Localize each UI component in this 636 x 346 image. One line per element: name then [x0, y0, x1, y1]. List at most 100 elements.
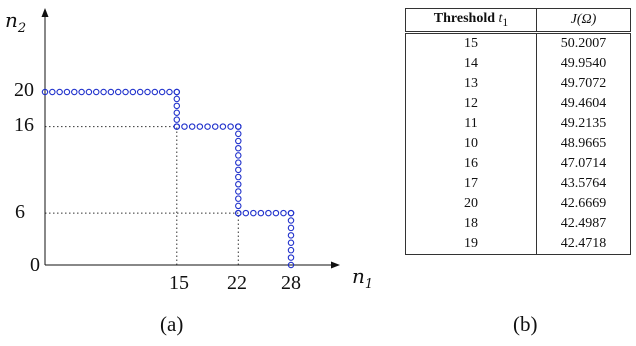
staircase-point: [49, 88, 56, 96]
j-value-cell: 50.2007: [560, 36, 607, 51]
staircase-point: [151, 88, 159, 96]
y-tick-20: 20: [14, 79, 34, 101]
threshold-cell: 14: [405, 54, 537, 74]
staircase-point: [173, 116, 181, 123]
j-value-cell: 42.6669: [560, 196, 607, 211]
staircase-point: [242, 209, 250, 217]
staircase-point: [71, 88, 78, 96]
threshold-cell: 15: [405, 32, 537, 54]
staircase-point: [250, 209, 257, 217]
staircase-point: [227, 123, 234, 130]
table-row: 10 48.9665: [405, 134, 631, 154]
staircase-point: [188, 123, 196, 130]
threshold-cell: 18: [405, 214, 537, 234]
staircase-point: [129, 88, 137, 96]
table-row: 14 49.9540: [405, 54, 631, 74]
staircase-point: [235, 159, 242, 166]
staircase-point: [235, 202, 242, 210]
table-row: 13 49.7072: [405, 74, 631, 94]
x-tick-28: 28: [281, 272, 301, 294]
staircase-point: [136, 88, 144, 96]
staircase-point: [235, 195, 242, 202]
j-value-cell: 48.9665: [560, 136, 607, 151]
staircase-point: [93, 88, 100, 96]
staircase-point: [235, 188, 242, 195]
staircase-point: [235, 173, 242, 181]
j-value-cell: 47.0714: [560, 156, 607, 171]
threshold-cell: 20: [405, 194, 537, 214]
staircase-point: [235, 166, 242, 174]
staircase-plot: n2 n1 20 16 6 0 15 22 28: [5, 8, 373, 294]
threshold-cell: 10: [405, 134, 537, 154]
staircase-points: [41, 88, 295, 269]
staircase-point: [107, 88, 115, 96]
threshold-table: Threshold t1 J(Ω) 15 50.2007 14 49.9540 13 49…: [405, 8, 631, 255]
x-tick-22: 22: [227, 272, 247, 294]
staircase-point: [173, 88, 181, 96]
staircase-point: [287, 239, 295, 247]
j-value-cell: 42.4987: [560, 216, 607, 231]
staircase-point: [114, 88, 122, 96]
threshold-cell: 12: [405, 94, 537, 114]
threshold-cell: 11: [405, 114, 537, 134]
table-row: 19 42.4718: [405, 234, 631, 255]
j-value-cell: 49.9540: [560, 56, 607, 71]
staircase-point: [100, 88, 107, 96]
staircase-point: [235, 144, 242, 152]
caption-b: (b): [513, 312, 538, 336]
staircase-point: [63, 88, 71, 96]
staircase-point: [272, 209, 280, 217]
table-row: 17 43.5764: [405, 174, 631, 194]
staircase-point: [41, 88, 49, 96]
j-value-cell: 49.7072: [560, 76, 607, 91]
staircase-point: [287, 217, 295, 224]
staircase-point: [235, 137, 242, 145]
staircase-point: [287, 254, 295, 261]
staircase-point: [280, 209, 287, 217]
reference-lines: [45, 126, 239, 265]
table-row: 20 42.6669: [405, 194, 631, 214]
staircase-point: [287, 209, 295, 217]
staircase-point: [173, 123, 181, 130]
staircase-point: [144, 88, 151, 96]
table-row: 12 49.4604: [405, 94, 631, 114]
staircase-point: [287, 261, 295, 269]
threshold-cell: 13: [405, 74, 537, 94]
staircase-point: [204, 123, 211, 130]
staircase-point: [122, 88, 129, 96]
y-tick-6: 6: [15, 201, 25, 223]
staircase-point: [78, 88, 85, 96]
j-value-cell: 42.4718: [560, 236, 607, 251]
x-tick-15: 15: [169, 272, 189, 294]
table-row: 18 42.4987: [405, 214, 631, 234]
staircase-point: [235, 123, 242, 130]
staircase-point: [287, 224, 295, 232]
staircase-point: [287, 246, 295, 254]
staircase-point: [265, 209, 272, 217]
y-tick-0: 0: [30, 254, 40, 276]
staircase-point: [235, 209, 242, 217]
staircase-point: [181, 123, 188, 130]
j-value-cell: 43.5764: [560, 176, 607, 191]
y-tick-16: 16: [14, 114, 34, 136]
staircase-point: [257, 209, 265, 217]
table-row: 15 50.2007: [405, 32, 631, 54]
staircase-point: [219, 123, 227, 130]
staircase-point: [173, 109, 181, 117]
table-row: 16 47.0714: [405, 154, 631, 174]
staircase-point: [235, 152, 242, 159]
x-axis-label: n1: [352, 264, 373, 292]
staircase-point: [85, 88, 93, 96]
table-row: 11 49.2135: [405, 114, 631, 134]
staircase-point: [56, 88, 63, 96]
y-axis-label: n2: [5, 8, 26, 36]
j-value-cell: 49.2135: [560, 116, 607, 131]
table-header-row: Threshold t1 J(Ω): [405, 8, 631, 34]
staircase-point: [173, 102, 181, 110]
staircase-point: [211, 123, 219, 130]
header-threshold: Threshold t1: [405, 8, 537, 34]
caption-a: (a): [160, 312, 184, 336]
x-axis-arrow: [331, 261, 340, 269]
y-axis-arrow: [41, 8, 49, 17]
header-j-omega: J(Ω): [536, 8, 631, 34]
